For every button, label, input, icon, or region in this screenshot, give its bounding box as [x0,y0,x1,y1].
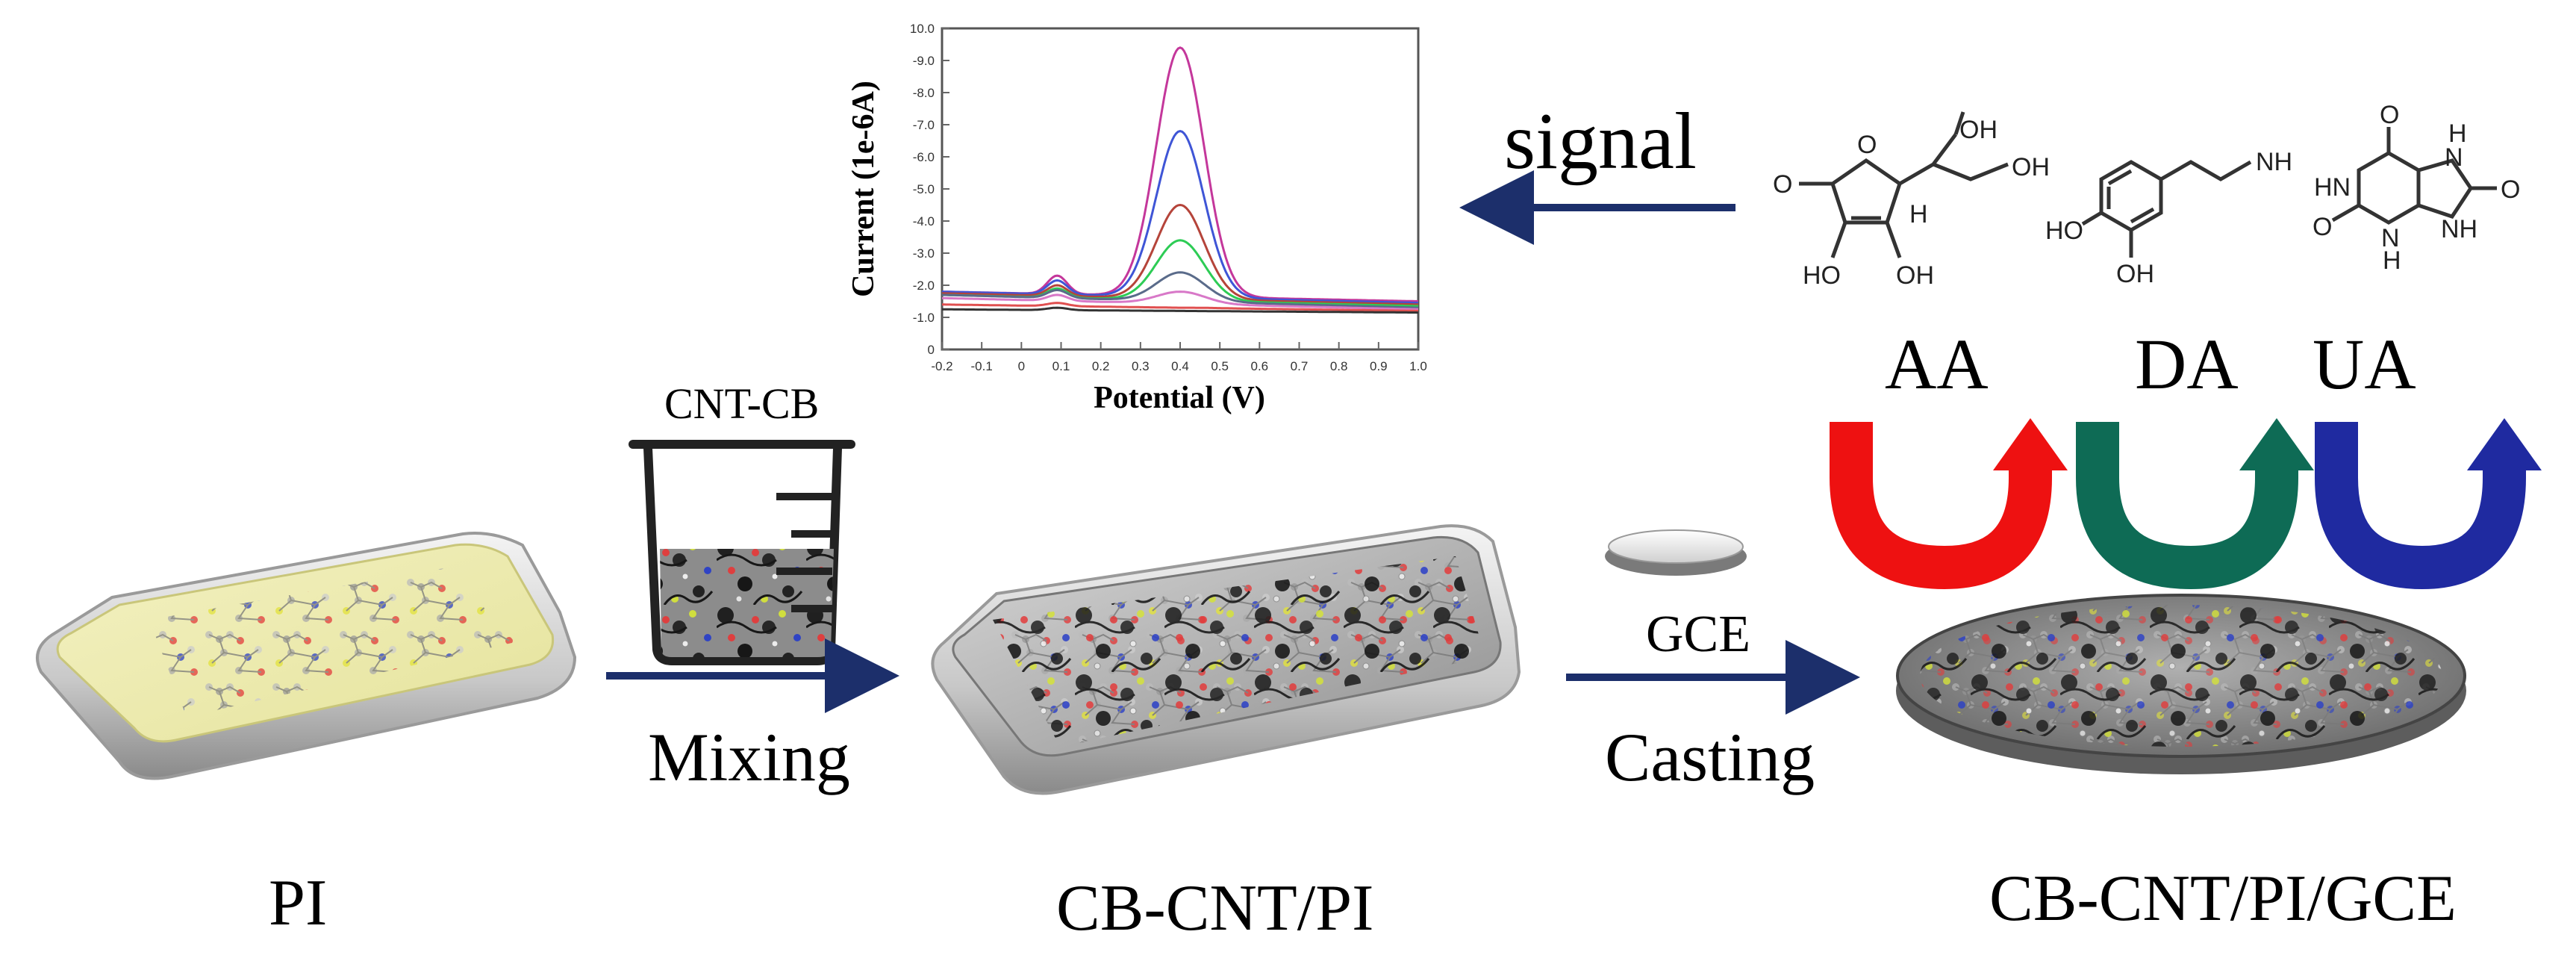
chart-y-axis-label: Current (1e-6A) [846,81,881,297]
aa-oh-right: OH [2012,153,2050,181]
chart-x-tick-label: 0 [1018,359,1025,373]
chart-y-tick-label: -9.0 [913,54,935,68]
chart-y-tick-label: -6.0 [913,150,935,164]
chart-y-tick-label: -5.0 [913,182,935,196]
cb-cnt-pi-label: CB-CNT/PI [1056,872,1373,945]
chart-series-line-7 [942,302,1418,312]
chart-x-tick-label: 1.0 [1409,359,1427,373]
chart-x-tick-label: 0.4 [1171,359,1189,373]
redox-arrow-aa [1830,418,2068,590]
da-ho-left: HO [2045,217,2083,245]
redox-arrow-ua [2315,418,2542,590]
chart-series-line-5 [941,271,1419,309]
chart-y-tick-label: -1.0 [913,311,935,325]
chart-x-tick-label: -0.1 [971,359,993,373]
chart-series-line-2 [941,130,1418,305]
chart-x-tick-label: -0.2 [931,359,952,373]
chart-y-tick-label: 10.0 [910,22,935,36]
ua-n-top: N [2445,143,2463,172]
chart-y-tick-label: 0 [928,343,935,357]
chart-x-tick-labels: -0.2 -0.1 0 0.1 0.2 0.3 0.4 0.5 0.6 0.7 0.8 0.9 1.0 [931,359,1426,373]
da-nh2: NH [2256,148,2292,176]
ua-h-top: H [2448,119,2467,148]
ua-o-right: O [2501,175,2520,204]
da-structure [2081,160,2252,258]
chart-x-tick-label: 0.1 [1052,359,1070,373]
chart-x-tick-label: 0.3 [1132,359,1150,373]
pi-label: PI [269,867,327,939]
chart-grid [941,28,1419,350]
chart-x-tick-label: 0.2 [1092,359,1110,373]
cb-cnt-pi-gce-label: CB-CNT/PI/GCE [1989,862,2457,935]
chart-x-axis-label: Potential (V) [1094,381,1265,415]
voltammogram-chart: 0 -1.0 -2.0 -3.0 -4.0 -5.0 -6.0 -7.0 -8.0 -9.0 10.… [846,22,1427,415]
aa-oh-top: OH [1959,116,1998,144]
ua-hn-left: HN [2314,173,2351,202]
ua-n-bottom: N [2381,224,2400,252]
aa-structure [1799,111,2009,258]
chart-x-tick-label: 0.8 [1330,359,1348,373]
cb-cnt-pi-gce-electrode [1896,594,2466,774]
ua-structure [2331,127,2497,225]
aa-oh-bottom: OH [1896,261,1934,290]
chart-series-line-3 [942,203,1419,306]
chart-x-tick-label: 0.7 [1291,359,1309,373]
chart-y-tick-labels: 0 -1.0 -2.0 -3.0 -4.0 -5.0 -6.0 -7.0 -8.0 -9.0 10.… [910,22,935,357]
ua-o-left: O [2313,213,2332,241]
analyte-label-ua: UA [2313,324,2416,404]
chart-series [941,46,1419,314]
analyte-label-da: DA [2135,324,2239,404]
chart-x-tick-label: 0.9 [1370,359,1388,373]
cnt-cb-label: CNT-CB [664,379,819,428]
aa-o-keto: O [1773,170,1792,199]
mixing-label: Mixing [648,719,850,795]
chart-x-tick-label: 0.6 [1251,359,1269,373]
ua-o-top: O [2380,101,2399,129]
chart-y-tick-label: -8.0 [913,86,935,100]
chart-series-line-6 [941,290,1419,311]
gce-disc [1605,529,1747,576]
chart-y-tick-label: -2.0 [913,279,935,293]
analyte-label-aa: AA [1885,324,1989,404]
signal-label: signal [1504,97,1697,186]
chart-x-tick-label: 0.5 [1211,359,1229,373]
chart-y-tick-label: -7.0 [913,118,935,132]
cb-cnt-pi-tray [931,524,1521,795]
aa-o-ring: O [1857,131,1877,159]
chart-y-tick-label: -3.0 [913,246,935,261]
redox-arrow-da [2076,418,2314,590]
da-oh-bottom: OH [2116,260,2154,288]
chart-series-line-8 [942,306,1419,314]
ua-h-bottom: H [2383,246,2401,275]
gce-label: GCE [1646,606,1750,663]
aa-h: H [1909,200,1928,228]
aa-ho-left: HO [1803,261,1841,290]
casting-label: Casting [1605,719,1815,795]
chart-y-tick-label: -4.0 [913,214,935,228]
cnt-cb-beaker [629,440,855,665]
ua-nh-bottom: NH [2441,215,2477,243]
pi-tray [36,532,577,780]
